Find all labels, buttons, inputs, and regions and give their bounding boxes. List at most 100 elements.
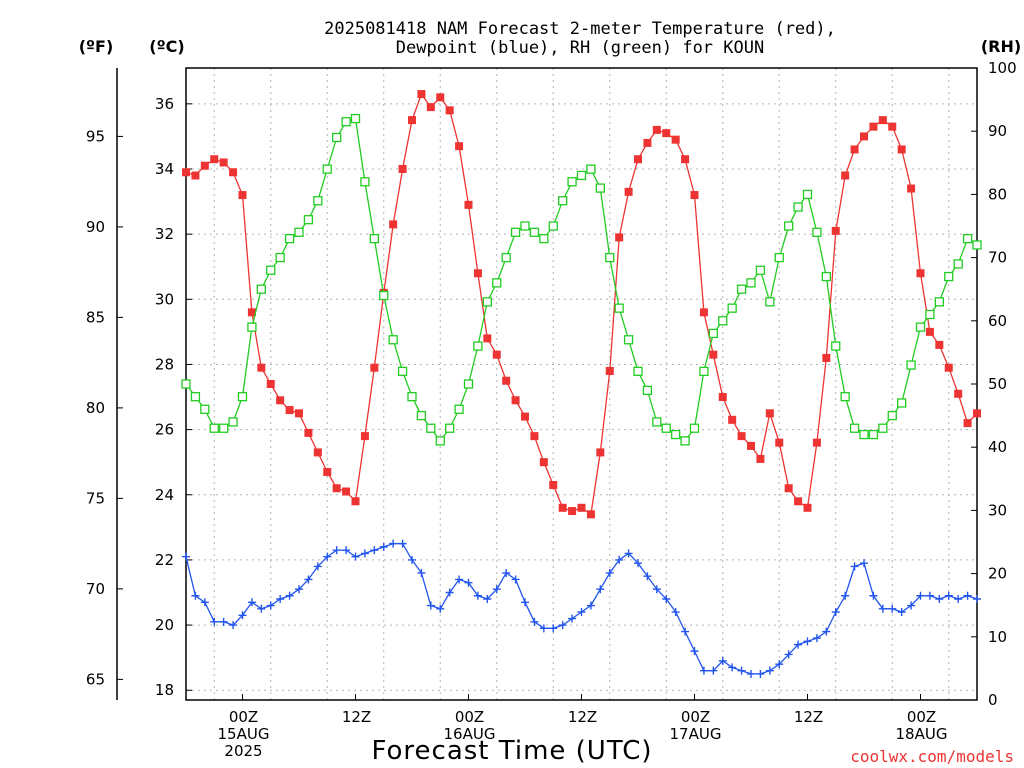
- rh-point: [972, 240, 982, 250]
- temperature-point: [539, 458, 548, 467]
- rh-series: [181, 113, 982, 446]
- dewpoint-point: [219, 617, 228, 626]
- rh-point: [190, 391, 201, 402]
- rh-point: [322, 164, 332, 174]
- temperature-point: [624, 187, 633, 196]
- celsius-tick-label: 30: [155, 290, 174, 308]
- celsius-tick-label: 18: [155, 681, 174, 699]
- celsius-tick-label: 26: [155, 421, 174, 439]
- rh-tick-label: 70: [988, 249, 1007, 267]
- dewpoint-point: [229, 621, 238, 630]
- rh-point: [463, 379, 474, 389]
- rh-point: [614, 303, 624, 313]
- rh-point: [906, 360, 916, 370]
- rh-point: [962, 233, 973, 244]
- rh-point: [671, 429, 681, 440]
- rh-tick-label: 40: [988, 438, 1007, 456]
- chart-title-line-2: Dewpoint (blue), RH (green) for KOUN: [396, 38, 764, 58]
- rh-point: [200, 404, 210, 414]
- temperature-point: [822, 353, 831, 362]
- temperature-point: [323, 467, 332, 476]
- temperature-point: [511, 396, 520, 405]
- temperature-point: [370, 363, 379, 372]
- temperature-point: [907, 184, 916, 193]
- dewpoint-point: [389, 539, 398, 548]
- temperature-point: [916, 269, 925, 278]
- rh-point: [642, 385, 653, 395]
- temperature-point: [634, 155, 642, 164]
- dewpoint-point: [963, 591, 972, 600]
- dewpoint-point: [464, 578, 473, 587]
- temperature-point: [360, 432, 369, 441]
- dewpoint-point: [530, 617, 539, 626]
- celsius-tick-label: 34: [155, 160, 174, 178]
- temperature-point: [803, 503, 812, 512]
- dewpoint-point: [831, 608, 840, 617]
- dewpoint-point: [247, 598, 256, 607]
- temperature-point: [417, 90, 426, 99]
- rh-point: [840, 391, 850, 402]
- rh-tick-label: 30: [988, 501, 1007, 519]
- rh-point: [284, 233, 295, 244]
- temperature-point: [784, 484, 793, 493]
- rh-point: [294, 227, 304, 237]
- rh-point: [228, 417, 238, 427]
- temperature-point: [963, 419, 972, 428]
- rh-point: [416, 410, 427, 421]
- rh-point: [878, 423, 888, 433]
- temperature-series: [182, 90, 981, 519]
- rh-point: [887, 410, 897, 421]
- temperature-point: [436, 93, 445, 102]
- rh-point: [407, 391, 417, 402]
- temperature-point: [229, 168, 238, 177]
- rh-point: [482, 297, 492, 307]
- temperature-point: [652, 125, 661, 134]
- temperature-point: [756, 454, 765, 463]
- temperature-point: [332, 484, 341, 493]
- x-tick-label: 12Z: [794, 708, 823, 726]
- temperature-point: [765, 409, 774, 418]
- rh-point: [426, 423, 436, 433]
- temperature-point: [351, 497, 360, 506]
- rh-point: [784, 221, 794, 231]
- rh-point: [237, 391, 248, 402]
- celsius-tick-label: 36: [155, 95, 174, 113]
- temperature-point: [869, 122, 878, 131]
- temperature-point: [671, 135, 680, 144]
- dewpoint-point: [935, 595, 944, 604]
- temperature-point: [200, 161, 209, 170]
- dewpoint-point: [455, 575, 464, 584]
- fahrenheit-tick-label: 75: [86, 489, 105, 507]
- temperature-point: [285, 406, 294, 415]
- rh-point: [492, 278, 502, 288]
- rh-point: [341, 117, 351, 127]
- dewpoint-point: [577, 608, 586, 617]
- temperature-point: [389, 220, 398, 229]
- rh-point: [680, 436, 690, 446]
- rh-point: [689, 423, 700, 433]
- temperature-point: [558, 503, 567, 512]
- rh-point: [586, 164, 596, 174]
- temperature-point: [615, 233, 624, 242]
- rh-point: [605, 252, 615, 263]
- temperature-point: [577, 503, 586, 512]
- dewpoint-point: [784, 650, 793, 659]
- temperature-point: [841, 171, 850, 180]
- temperature-point: [737, 432, 746, 441]
- temperature-point: [897, 145, 906, 154]
- temperature-point: [342, 487, 351, 496]
- rh-point: [718, 316, 728, 326]
- temperature-point: [718, 393, 727, 402]
- temperature-point: [191, 171, 200, 180]
- temperature-point: [530, 432, 539, 441]
- dewpoint-point: [916, 591, 925, 600]
- temperature-point: [266, 380, 275, 388]
- rh-point: [661, 423, 671, 433]
- rh-point: [256, 284, 266, 294]
- rh-point: [369, 233, 379, 244]
- dewpoint-point: [662, 595, 671, 604]
- dewpoint-point: [718, 656, 727, 665]
- temperature-point: [408, 116, 416, 125]
- rh-point: [529, 227, 540, 237]
- temperature-point: [643, 138, 652, 147]
